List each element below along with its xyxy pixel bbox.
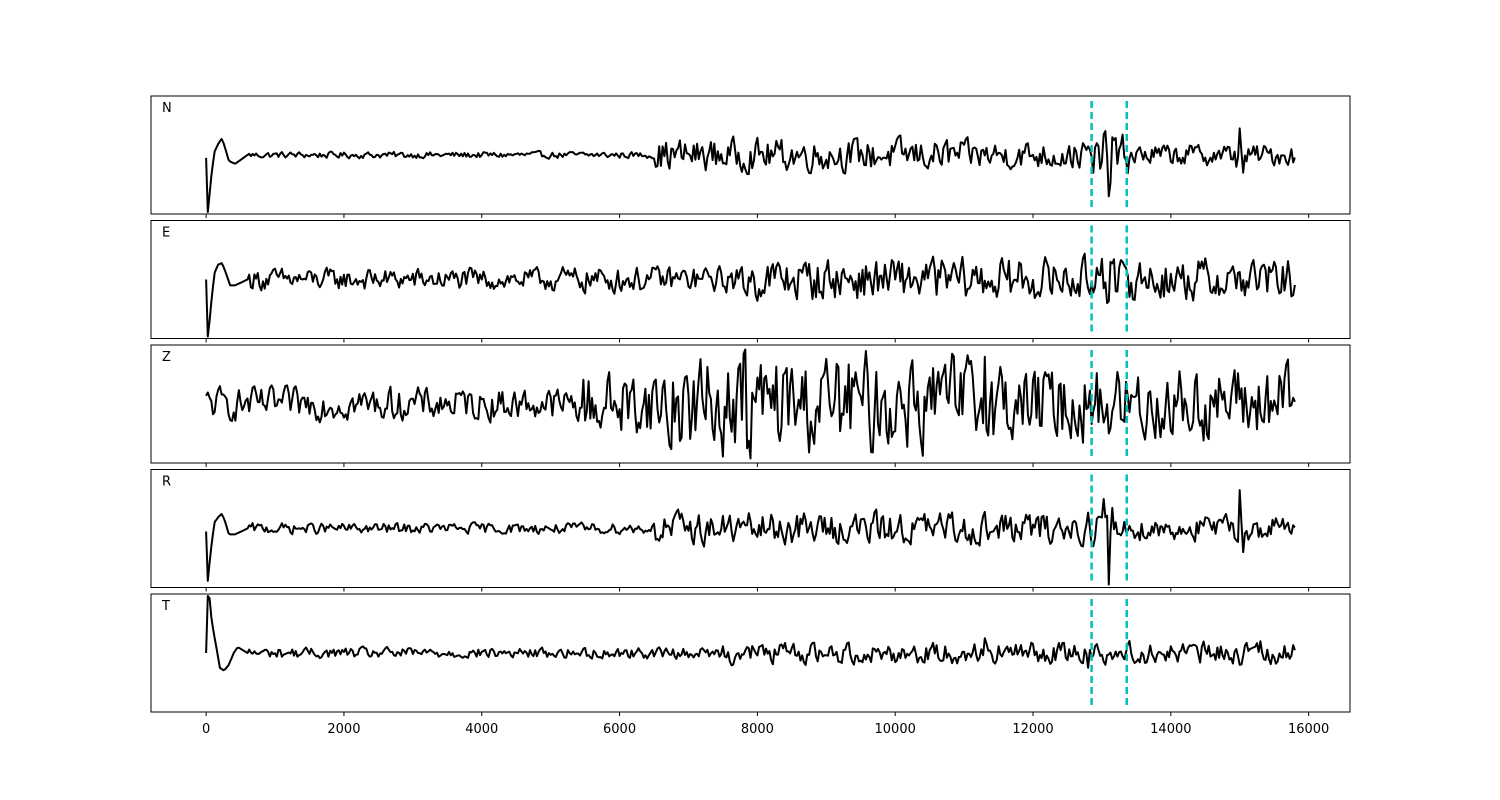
trace-n <box>205 127 1296 213</box>
x-tick-label: 0 <box>202 722 210 737</box>
panel-e: E <box>150 220 1351 343</box>
trace-r <box>205 489 1296 586</box>
trace-z <box>205 348 1296 460</box>
panel-label: E <box>162 226 170 241</box>
panel-frame <box>150 593 1351 713</box>
x-tick-label: 8000 <box>741 722 774 737</box>
x-tick-label: 14000 <box>1150 722 1191 737</box>
trace-t <box>205 595 1296 672</box>
panel-t: T <box>150 593 1351 716</box>
x-axis: 0 2000 4000 6000 8000 10000 12000 14000 16000 <box>202 722 1329 737</box>
x-tick-label: 16000 <box>1288 722 1329 737</box>
panel-label: N <box>162 101 172 116</box>
panel-n: N <box>150 95 1351 218</box>
panel-frame <box>150 469 1351 588</box>
x-tick-label: 4000 <box>465 722 498 737</box>
panels-group: N E Z R T <box>150 95 1351 716</box>
x-tick-label: 2000 <box>327 722 360 737</box>
panel-z: Z <box>150 344 1351 467</box>
panel-label: R <box>162 475 171 490</box>
panel-label: Z <box>162 350 171 365</box>
x-tick-label: 6000 <box>603 722 636 737</box>
panel-frame <box>150 95 1351 215</box>
panel-frame <box>150 344 1351 464</box>
x-tick-label: 10000 <box>875 722 916 737</box>
panel-r: R <box>150 469 1351 592</box>
panel-label: T <box>161 599 170 614</box>
panel-frame <box>150 220 1351 339</box>
trace-e <box>205 252 1296 338</box>
x-tick-label: 12000 <box>1012 722 1053 737</box>
